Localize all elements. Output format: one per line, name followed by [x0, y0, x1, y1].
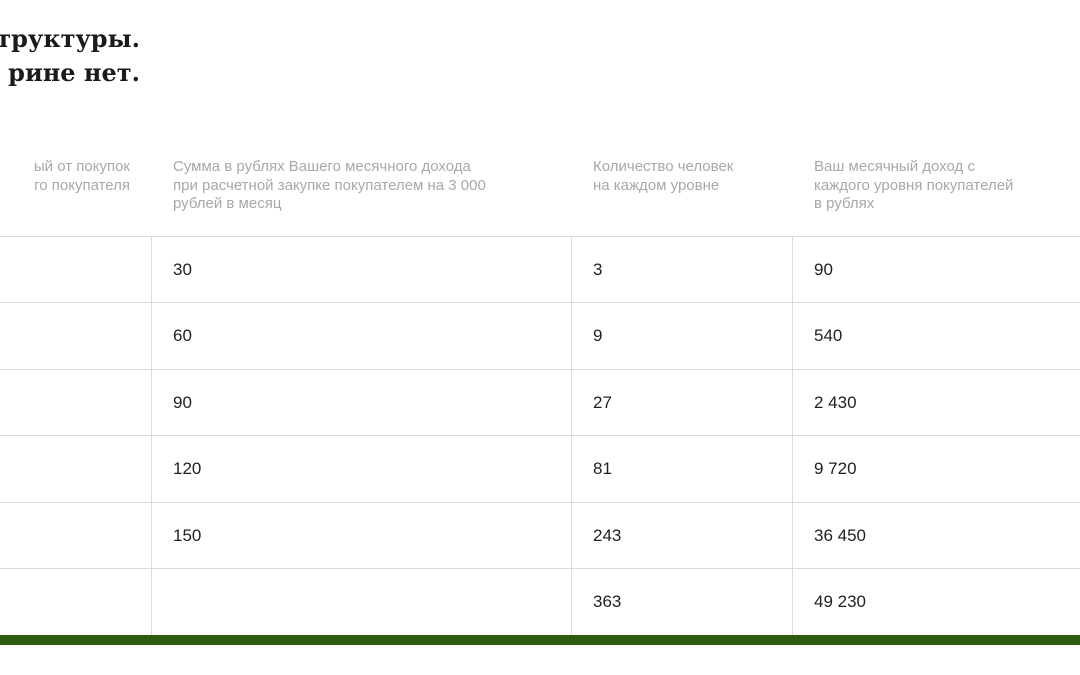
cell-level-income: 540 [814, 326, 843, 345]
header-income-per-level: Ваш месячный доход с каждого уровня поку… [814, 158, 1014, 212]
cell-level-income: 90 [814, 260, 833, 279]
column-divider [792, 236, 793, 636]
cell-income-sum: 30 [173, 260, 192, 279]
cell-people-count: 243 [593, 526, 622, 545]
cell-people-count: 9 [593, 326, 603, 345]
column-divider [151, 236, 152, 636]
cell-income-sum: 150 [173, 526, 202, 545]
heading-line-2: рине нет. [8, 58, 140, 87]
cell-level-income: 2 430 [814, 393, 857, 412]
cell-income-sum: 90 [173, 393, 192, 412]
cell-people-count-total: 363 [593, 592, 622, 611]
cell-people-count: 81 [593, 459, 612, 478]
section-heading: труктуры. рине нет. [0, 22, 140, 90]
cell-people-count: 27 [593, 393, 612, 412]
table-row: 30 3 90 [0, 236, 1080, 302]
table-row-total: 363 49 230 [0, 568, 1080, 634]
cell-income-sum: 120 [173, 459, 202, 478]
accent-bottom-bar [0, 635, 1080, 645]
column-divider [571, 236, 572, 636]
cell-people-count: 3 [593, 260, 603, 279]
header-people-per-level: Количество человек на каждом уровне [593, 158, 734, 194]
cell-level-income-total: 49 230 [814, 592, 866, 611]
header-monthly-income-sum: Сумма в рублях Вашего месячного дохода п… [173, 158, 486, 212]
cell-income-sum: 60 [173, 326, 192, 345]
cell-level-income: 9 720 [814, 459, 857, 478]
table-row: 60 9 540 [0, 302, 1080, 368]
table-row: 120 81 9 720 [0, 435, 1080, 501]
cell-income-sum [151, 569, 571, 635]
table-row: 150 243 36 450 [0, 502, 1080, 568]
heading-line-1: труктуры. [0, 24, 140, 53]
table-row: 90 27 2 430 [0, 369, 1080, 435]
cell-level-income: 36 450 [814, 526, 866, 545]
header-percent-from-purchases: ый от покупок го покупателя [33, 158, 130, 194]
